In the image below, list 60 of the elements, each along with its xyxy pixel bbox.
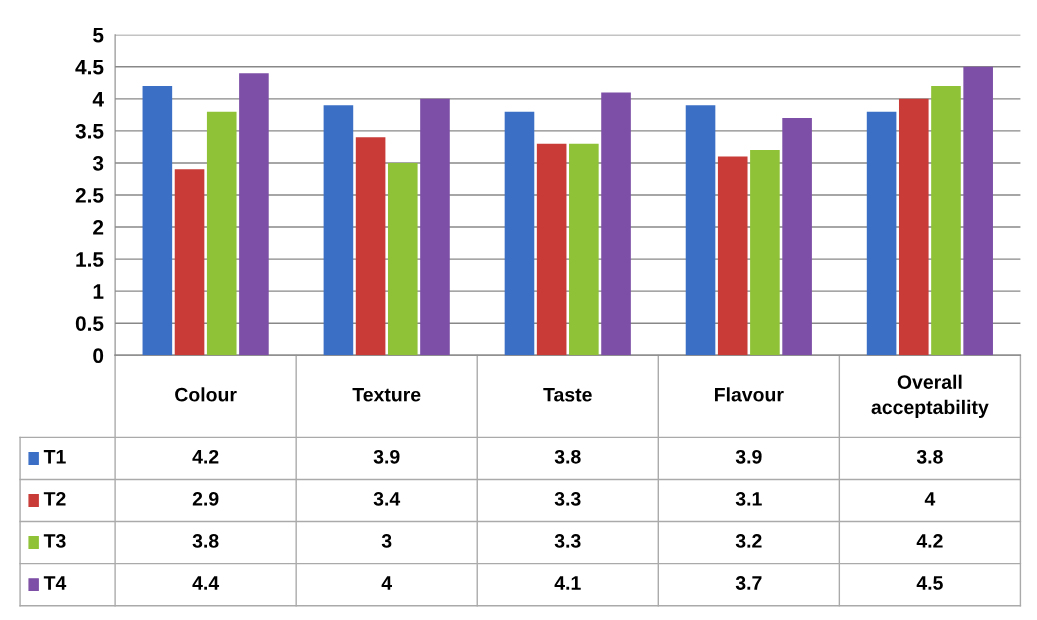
x-tick-label: Flavour xyxy=(715,387,784,402)
bar xyxy=(963,66,993,356)
data-label: 3.2 xyxy=(735,534,762,548)
legend-label: T3 xyxy=(43,534,66,548)
data-label: 3.9 xyxy=(373,449,400,464)
bar xyxy=(717,156,748,356)
x-tick-label: Overall acceptability xyxy=(871,374,989,418)
y-tick-label: 0.5 xyxy=(75,316,104,331)
bar xyxy=(206,111,237,356)
x-tick-label: Taste xyxy=(543,387,592,402)
bar xyxy=(323,105,354,356)
data-label: 3.8 xyxy=(192,534,219,548)
data-label: 3.4 xyxy=(373,491,401,506)
data-label: 4.1 xyxy=(554,576,581,590)
y-tick-label: 0 xyxy=(93,348,104,364)
x-tick-label: Texture xyxy=(352,387,421,402)
data-label: 3.7 xyxy=(735,576,762,590)
y-tick-label: 2 xyxy=(93,220,104,235)
data-label: 4.5 xyxy=(916,576,943,590)
data-label: 4.2 xyxy=(916,534,943,548)
bar xyxy=(420,98,450,356)
bar xyxy=(931,86,961,356)
bar xyxy=(750,150,780,356)
bar xyxy=(685,105,716,356)
bar xyxy=(174,169,205,356)
data-label: 3.3 xyxy=(554,491,581,506)
data-label: 4 xyxy=(381,576,392,590)
y-tick-label: 4 xyxy=(92,92,104,107)
bar xyxy=(355,137,386,356)
y-tick-label: 3.5 xyxy=(75,123,104,139)
data-label: 3.3 xyxy=(554,534,581,548)
data-label: 3.9 xyxy=(735,449,762,464)
x-tick-label: Colour xyxy=(175,387,237,402)
y-tick-label: 1.5 xyxy=(76,252,104,267)
y-tick-label: 2.5 xyxy=(75,187,104,203)
y-tick-label: 3 xyxy=(92,155,104,171)
legend-label: T2 xyxy=(43,491,66,506)
data-label: 3.8 xyxy=(916,449,943,464)
data-label: 4.4 xyxy=(192,576,220,590)
bar xyxy=(782,118,812,356)
bar xyxy=(387,162,418,356)
data-label: 4 xyxy=(924,492,936,506)
bar xyxy=(536,143,567,356)
legend-label: T1 xyxy=(43,450,66,464)
data-label: 3.8 xyxy=(554,449,581,464)
data-label: 2.9 xyxy=(192,491,219,506)
y-tick-label: 1 xyxy=(93,284,104,299)
bar xyxy=(866,111,897,356)
data-label: 3.1 xyxy=(735,491,762,506)
bar xyxy=(142,86,173,356)
bar xyxy=(569,143,599,356)
y-tick-label: 5 xyxy=(93,27,104,43)
bar xyxy=(898,98,929,356)
data-label: 4.2 xyxy=(192,449,219,464)
data-label: 3 xyxy=(381,534,392,548)
bar xyxy=(239,73,269,356)
y-tick-label: 4.5 xyxy=(75,59,104,75)
bar xyxy=(504,111,535,356)
bar xyxy=(601,92,631,356)
legend-label: T4 xyxy=(43,576,67,590)
